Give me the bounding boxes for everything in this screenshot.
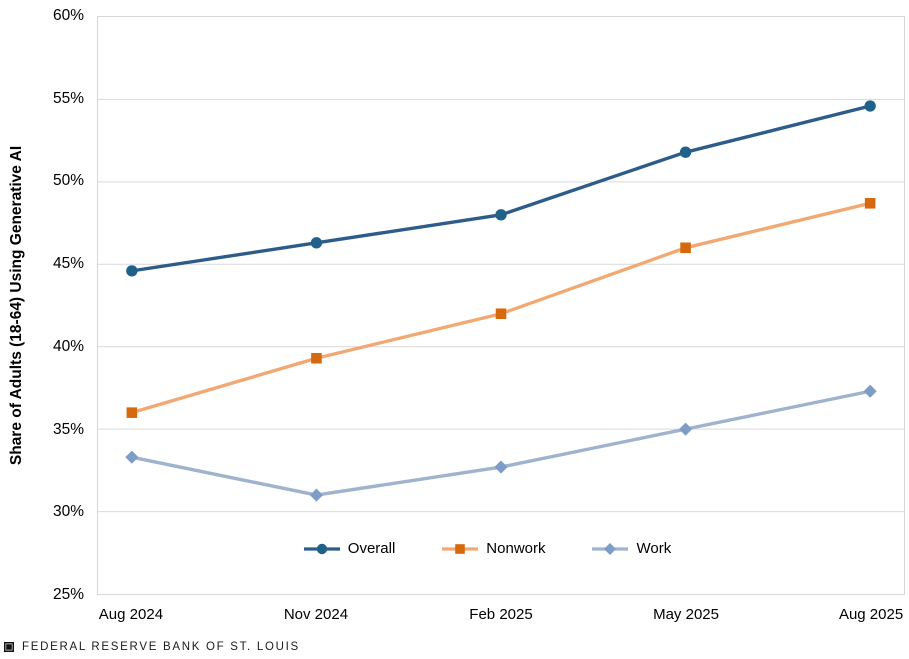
- y-axis-tick-labels: 60% 55% 50% 45% 40% 35% 30% 25%: [0, 7, 84, 603]
- data-point-nonwork: [864, 198, 876, 209]
- legend-marker-square-icon: [442, 543, 479, 554]
- y-tick-label: 25%: [52, 586, 84, 603]
- data-point-nonwork: [495, 308, 507, 320]
- data-point-work: [125, 450, 139, 464]
- data-point-nonwork: [680, 242, 691, 254]
- data-point-overall: [495, 209, 507, 221]
- data-point-overall: [310, 237, 323, 249]
- y-tick-label: 35%: [52, 420, 84, 438]
- x-tick-label: May 2025: [653, 606, 719, 623]
- stlouisfed-logo-icon: [4, 642, 14, 652]
- plot-area: [97, 16, 905, 595]
- y-tick-label: 45%: [52, 255, 84, 273]
- data-point-work: [678, 422, 693, 436]
- x-tick-label: Feb 2025: [469, 606, 533, 623]
- series-line-nonwork: [131, 201, 871, 415]
- x-axis-tick-labels: Aug 2024 Nov 2024 Feb 2025 May 2025 Aug 2025: [97, 606, 905, 628]
- data-point-overall: [864, 100, 876, 112]
- series-line-overall: [131, 104, 871, 273]
- legend-label: Nonwork: [486, 540, 546, 557]
- data-point-nonwork: [311, 352, 322, 364]
- legend-item-work: Work: [591, 540, 671, 557]
- legend-item-nonwork: Nonwork: [441, 540, 545, 557]
- series-line-work: [131, 389, 871, 497]
- legend-marker-circle-icon: [303, 543, 340, 554]
- data-point-overall: [679, 146, 692, 158]
- data-point-nonwork: [126, 407, 138, 418]
- y-tick-label: 55%: [52, 89, 84, 107]
- legend: Overall Nonwork Work: [83, 540, 891, 557]
- x-tick-label: Aug 2024: [98, 606, 164, 623]
- x-tick-label: Nov 2024: [283, 606, 349, 623]
- legend-item-overall: Overall: [303, 540, 396, 557]
- source-footer: FEDERAL RESERVE BANK OF ST. LOUIS: [4, 641, 300, 653]
- data-point-work: [309, 488, 324, 502]
- data-point-work: [494, 460, 508, 474]
- source-text: FEDERAL RESERVE BANK OF ST. LOUIS: [22, 641, 300, 653]
- data-point-overall: [126, 265, 138, 277]
- legend-label: Overall: [347, 540, 396, 557]
- legend-marker-diamond-icon: [592, 542, 629, 555]
- legend-label: Work: [636, 540, 672, 557]
- y-tick-label: 30%: [52, 503, 84, 521]
- x-tick-label: Aug 2025: [838, 606, 904, 623]
- y-tick-label: 40%: [52, 337, 84, 355]
- y-tick-label: 50%: [52, 172, 84, 190]
- y-tick-label: 60%: [52, 7, 84, 24]
- data-point-work: [863, 384, 877, 398]
